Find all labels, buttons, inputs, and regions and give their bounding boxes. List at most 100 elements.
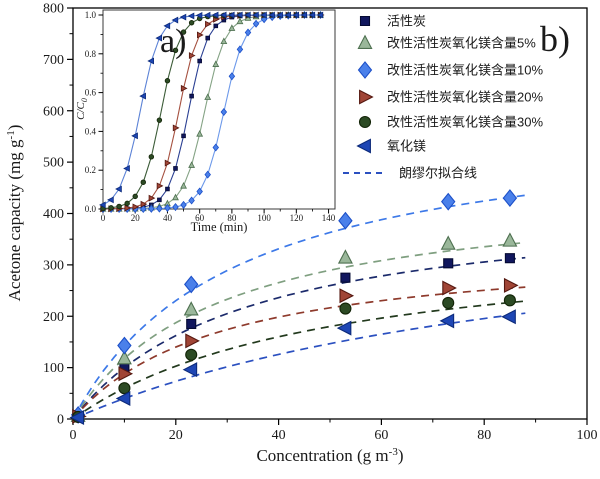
inset-data-point-marker	[197, 58, 202, 64]
inset-data-point-marker	[308, 11, 316, 19]
legend-marker-diamond	[357, 61, 373, 79]
inset-data-point-marker	[173, 166, 178, 171]
fit-line	[72, 256, 526, 420]
data-point-marker	[117, 336, 132, 355]
legend-marker-triangle-left	[356, 138, 371, 154]
legend-marker-triangle-up	[357, 34, 373, 49]
legend-marker-circle	[358, 115, 372, 129]
x-tick-label: 0	[70, 428, 77, 443]
inset-x-tick-label: 0	[101, 213, 106, 223]
inset-data-point-marker	[140, 200, 148, 208]
inset-data-point-marker	[228, 24, 236, 31]
inset-data-point-marker	[292, 11, 300, 19]
inset-data-point-marker	[99, 201, 106, 209]
inset-data-point-marker	[108, 205, 114, 211]
data-point-marker	[337, 249, 353, 264]
y-tick-label: 300	[43, 258, 64, 273]
inset-x-axis-title: Time (min)	[191, 220, 248, 234]
inset-x-tick-label: 140	[322, 213, 336, 223]
data-point-marker	[504, 253, 515, 264]
inset-data-point-marker	[165, 186, 170, 192]
fit-line	[72, 241, 526, 420]
data-point-marker	[118, 366, 134, 382]
inset-data-point-marker	[220, 37, 228, 45]
inset-data-point-marker	[179, 13, 187, 21]
inset-data-point-marker	[163, 22, 171, 30]
inset-data-point-marker	[116, 203, 122, 210]
legend-item-label: 改性活性炭氧化镁含量20%	[387, 90, 543, 105]
inset-data-point-marker	[132, 193, 138, 200]
data-point-marker	[340, 272, 351, 283]
inset-data-point-marker	[181, 133, 186, 139]
inset-y-tick-label: 0.8	[85, 49, 97, 59]
data-point-marker	[443, 258, 454, 269]
inset-curve-line	[103, 14, 321, 210]
inset-x-tick-label: 40	[163, 213, 173, 223]
inset-data-point-marker	[211, 11, 219, 19]
y-tick-label: 200	[43, 310, 64, 325]
inset-data-point-marker	[172, 124, 180, 132]
inset-data-point-marker	[148, 194, 156, 202]
panel-label-a: a)	[160, 23, 186, 60]
inset-x-tick-label: 120	[290, 213, 304, 223]
inset-data-point-marker	[156, 204, 163, 213]
data-point-marker	[442, 296, 455, 309]
inset-data-point-marker	[236, 17, 244, 25]
inset-y-tick-label: 0.4	[85, 126, 97, 136]
legend-fit-line-label: 朗缪尔拟合线	[399, 166, 477, 181]
inset-data-point-marker	[235, 11, 243, 19]
data-point-marker	[118, 382, 131, 395]
inset-data-point-marker	[244, 28, 252, 37]
data-point-marker	[185, 348, 198, 361]
inset-data-point-marker	[204, 170, 211, 179]
inset-data-point-marker	[115, 185, 122, 193]
inset-data-point-marker	[236, 45, 244, 54]
legend-item-label: 改性活性炭氧化镁含量5%	[387, 36, 536, 51]
inset-data-point-marker	[205, 35, 211, 41]
data-point-marker	[442, 280, 457, 296]
inset-data-point-marker	[156, 182, 164, 190]
inset-y-tick-label: 0.0	[85, 204, 97, 214]
inset-data-point-marker	[189, 93, 194, 99]
inset-data-point-marker	[172, 203, 179, 212]
inset-data-point-marker	[212, 143, 220, 152]
inset-data-point-marker	[260, 11, 267, 19]
inset-data-point-marker	[284, 11, 291, 19]
inset-data-point-marker	[180, 84, 188, 92]
inset-data-point-marker	[131, 132, 138, 140]
data-point-marker	[338, 211, 353, 230]
data-point-marker	[185, 333, 200, 349]
inset-data-point-marker	[187, 12, 195, 20]
inset-data-point-marker	[139, 92, 146, 100]
fit-line	[72, 300, 526, 420]
inset-data-point-marker	[220, 107, 228, 117]
fit-line	[72, 286, 526, 420]
inset-data-point-marker	[155, 34, 163, 42]
x-tick-label: 40	[272, 428, 286, 443]
inset-data-point-marker	[300, 11, 308, 19]
inset-data-point-marker	[228, 72, 236, 81]
inset-x-tick-label: 100	[257, 213, 271, 223]
inset-data-point-marker	[188, 161, 196, 168]
y-tick-label: 100	[43, 361, 64, 376]
inset-x-tick-label: 20	[131, 213, 141, 223]
inset-y-tick-label: 1.0	[85, 10, 97, 20]
inset-data-point-marker	[252, 19, 260, 28]
inset-data-point-marker	[164, 159, 172, 167]
inset-y-axis-title: C/C0	[75, 98, 89, 120]
inset-plot-frame	[102, 9, 336, 210]
inset-data-point-marker	[203, 11, 211, 19]
data-point-marker	[184, 275, 199, 294]
inset-data-point-marker	[148, 204, 155, 213]
inset-x-tick-label: 60	[195, 213, 205, 223]
inset-data-point-marker	[212, 60, 220, 67]
y-tick-label: 500	[43, 156, 64, 171]
inset-data-point-marker	[140, 179, 146, 185]
legend-item-label: 改性活性炭氧化镁含量10%	[387, 63, 543, 78]
data-point-marker	[440, 235, 456, 250]
y-tick-label: 400	[43, 207, 64, 222]
x-tick-label: 100	[577, 428, 598, 443]
inset-data-point-marker	[244, 11, 251, 19]
inset-data-point-marker	[148, 154, 155, 160]
inset-x-tick-label: 80	[227, 213, 237, 223]
